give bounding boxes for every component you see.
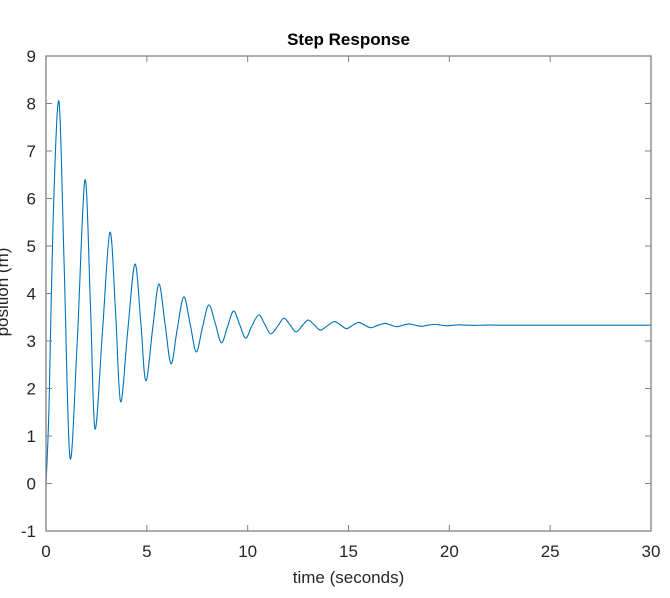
x-tick-label: 25 — [541, 542, 560, 561]
y-tick-label: 1 — [27, 427, 36, 446]
y-tick-label: -1 — [21, 522, 36, 541]
x-axis-label: time (seconds) — [292, 568, 405, 587]
y-tick-label: 0 — [27, 475, 36, 494]
data-line — [45, 100, 651, 484]
axes-box — [45, 55, 652, 532]
y-tick-label: 8 — [27, 95, 36, 114]
y-tick-label: 5 — [27, 237, 36, 256]
x-tick-label: 15 — [339, 542, 358, 561]
y-tick-label: 7 — [27, 142, 36, 161]
y-tick-label: 3 — [27, 332, 36, 351]
y-tick-label: 9 — [27, 47, 36, 66]
x-tick-label: 30 — [642, 542, 661, 561]
x-tick-label: 5 — [142, 542, 151, 561]
step-response-line — [45, 100, 651, 484]
x-tick-label: 20 — [440, 542, 459, 561]
x-tick-label: 0 — [41, 542, 50, 561]
x-tick-label: 10 — [238, 542, 257, 561]
y-tick-label: 6 — [27, 190, 36, 209]
chart-title: Step Response — [287, 30, 410, 49]
y-tick-label: 2 — [27, 380, 36, 399]
y-axis-label: position (m) — [0, 247, 12, 337]
y-tick-label: 4 — [27, 285, 36, 304]
